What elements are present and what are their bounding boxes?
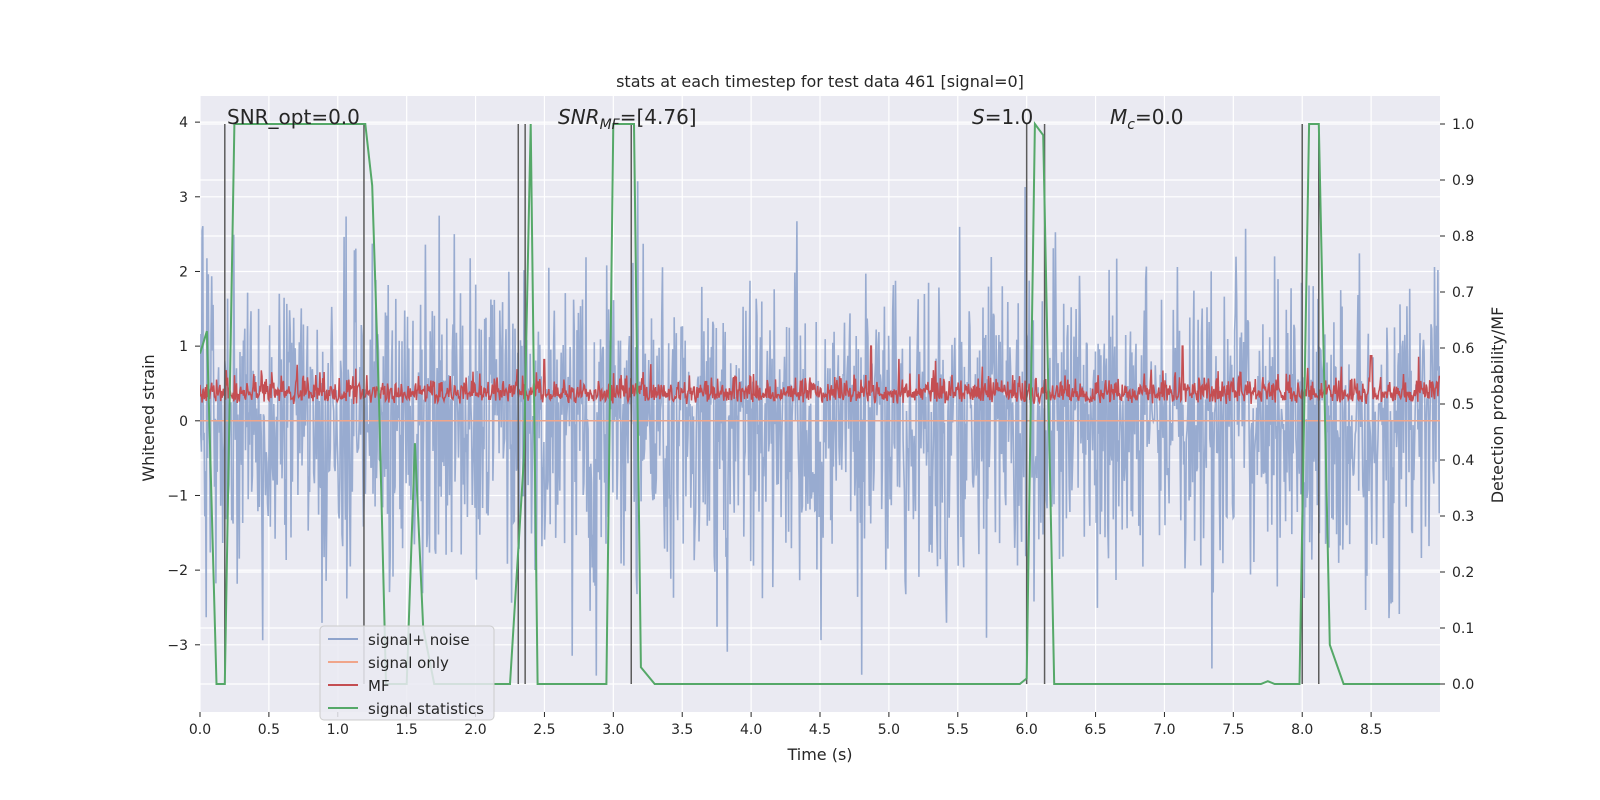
annotation-mc: Mc=0.0 [1110, 105, 1184, 133]
x-tick-label: 3.5 [671, 722, 693, 738]
y-left-tick-label: −2 [167, 563, 188, 579]
x-tick-label: 5.5 [947, 722, 969, 738]
x-tick-label: 0.0 [189, 722, 211, 738]
y-right-tick-label: 0.1 [1452, 621, 1474, 637]
legend-label-signal-statistics: signal statistics [368, 700, 484, 718]
x-tick-label: 2.0 [464, 722, 486, 738]
axes: 0.0 0.5 1.0 1.5 2.0 2.5 3.0 3.5 4.0 4.5 5.0 5.5 6.0 6… [167, 115, 1474, 738]
x-tick-label: 7.5 [1222, 722, 1244, 738]
x-tick-label: 1.5 [396, 722, 418, 738]
legend-label-mf: MF [368, 677, 390, 695]
y-axis-label-right: Detection probability/MF [1488, 307, 1507, 504]
series-signal-statistics-line [200, 121, 1440, 685]
y-right-tick-label: 0.5 [1452, 397, 1474, 413]
x-tick-label: 6.0 [1016, 722, 1038, 738]
annotation-s-main: S [972, 105, 985, 129]
legend-label-signal-noise: signal+ noise [368, 631, 470, 649]
x-tick-label: 0.5 [258, 722, 280, 738]
x-tick-label: 6.5 [1084, 722, 1106, 738]
y-left-tick-label: 3 [179, 190, 188, 206]
y-axis-label-left: Whitened strain [139, 354, 158, 481]
legend-box [319, 625, 495, 721]
legend-item-mf: MF [328, 677, 390, 695]
y-left-tick-label: −1 [167, 488, 188, 504]
y-left-tick-label: 0 [179, 414, 188, 430]
legend-label-signal-only: signal only [368, 654, 449, 672]
series-signal-noise-line [200, 181, 1440, 676]
x-tick-label: 5.0 [878, 722, 900, 738]
x-tick-label: 4.0 [740, 722, 762, 738]
annotation-mc-value: =0.0 [1135, 105, 1184, 129]
x-tick-label: 8.0 [1291, 722, 1313, 738]
y-right-tick-label: 0.7 [1452, 285, 1474, 301]
x-tick-label: 8.5 [1360, 722, 1382, 738]
series-mf-line [200, 345, 1440, 405]
series-layer [200, 121, 1440, 685]
y-left-tick-label: −3 [167, 638, 188, 654]
x-tick-label: 1.0 [327, 722, 349, 738]
annotation-mc-main: M [1110, 105, 1127, 129]
legend-item-signal-only: signal only [328, 654, 449, 672]
annotation-s-value: =1.0 [985, 105, 1034, 129]
y-right-tick-label: 0.8 [1452, 229, 1474, 245]
annotation-mc-sub: c [1127, 117, 1135, 133]
y-right-tick-label: 0.9 [1452, 173, 1474, 189]
y-left-tick-label: 4 [179, 115, 188, 131]
y-right-tick-label: 0.4 [1452, 453, 1474, 469]
y-left-tick-label: 1 [179, 339, 188, 355]
y-right-tick-label: 0.6 [1452, 341, 1474, 357]
annotation-snr-mf-main: SNR [558, 105, 600, 129]
x-tick-label: 3.0 [602, 722, 624, 738]
y-right-tick-label: 0.3 [1452, 509, 1474, 525]
x-tick-label: 4.5 [809, 722, 831, 738]
annotation-snr-mf-sub: MF [600, 117, 621, 133]
y-right-tick-label: 0.0 [1452, 677, 1474, 693]
x-tick-label: 7.0 [1153, 722, 1175, 738]
chart-title: stats at each timestep for test data 461… [616, 72, 1024, 91]
legend: signal+ noise signal only MF signal stat… [319, 625, 495, 721]
legend-item-signal-statistics: signal statistics [328, 700, 484, 718]
annotation-snr-opt: SNR_opt=0.0 [227, 105, 360, 129]
x-tick-label: 2.5 [533, 722, 555, 738]
annotation-snr-mf-value: =[4.76] [620, 105, 697, 129]
annotation-s: S=1.0 [972, 105, 1033, 129]
y-right-tick-label: 0.2 [1452, 565, 1474, 581]
y-left-tick-label: 2 [179, 264, 188, 280]
x-axis-label: Time (s) [786, 745, 852, 764]
legend-item-signal-noise: signal+ noise [328, 631, 470, 649]
y-right-tick-label: 1.0 [1452, 117, 1474, 133]
annotation-snr-mf: SNRMF=[4.76] [558, 105, 697, 133]
